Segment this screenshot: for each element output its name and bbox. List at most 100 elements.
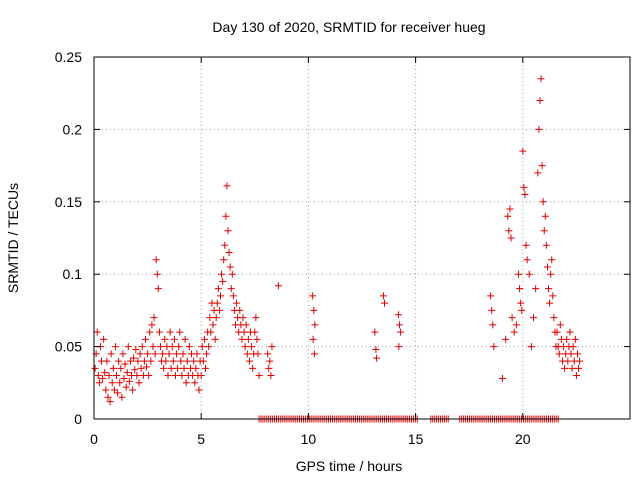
data-point: [154, 285, 162, 293]
data-point: [150, 314, 158, 322]
data-point: [498, 374, 506, 382]
data-point: [564, 357, 572, 365]
data-point: [545, 285, 553, 293]
data-point: [195, 386, 203, 394]
data-point: [180, 364, 188, 372]
data-point: [101, 369, 109, 377]
data-point: [140, 357, 148, 365]
data-point: [518, 306, 526, 314]
data-point: [104, 393, 112, 401]
data-point: [144, 350, 152, 358]
data-point: [125, 377, 133, 385]
data-point: [265, 364, 273, 372]
data-point: [520, 183, 528, 191]
data-point: [191, 379, 199, 387]
data-point: [162, 357, 170, 365]
data-point: [130, 354, 138, 362]
data-point: [214, 285, 222, 293]
data-point: [225, 248, 233, 256]
data-point: [105, 372, 113, 380]
x-tick-label: 5: [197, 431, 205, 447]
data-point: [310, 350, 318, 358]
data-point: [532, 285, 540, 293]
data-point: [143, 363, 151, 371]
data-point: [205, 343, 213, 351]
data-point: [255, 372, 263, 380]
data-point: [508, 314, 516, 322]
data-point: [229, 292, 237, 300]
data-point: [218, 270, 226, 278]
data-point: [555, 350, 563, 358]
data-point: [216, 292, 224, 300]
data-point: [543, 263, 551, 271]
data-point: [530, 314, 538, 322]
data-point: [534, 169, 542, 177]
data-point: [179, 350, 187, 358]
data-point: [207, 328, 215, 336]
data-point: [152, 256, 160, 264]
data-point: [213, 299, 221, 307]
data-point: [137, 364, 145, 372]
data-point: [193, 350, 201, 358]
data-point: [379, 292, 387, 300]
data-point: [274, 282, 282, 290]
data-point: [381, 299, 389, 307]
data-point: [566, 328, 574, 336]
data-point: [153, 270, 161, 278]
data-point: [517, 299, 525, 307]
data-point: [160, 364, 168, 372]
data-point: [136, 350, 144, 358]
y-tick-label: 0.05: [55, 339, 82, 355]
data-point: [489, 321, 497, 329]
data-point: [174, 364, 182, 372]
axis-ticks: 0 5 10 15 20 0 0.05 0.1 0.15 0.2 0.25: [55, 49, 630, 447]
data-point: [91, 364, 99, 372]
data-point: [118, 393, 126, 401]
data-points: [91, 75, 584, 423]
data-point: [132, 345, 140, 353]
data-point: [556, 321, 564, 329]
data-point: [548, 256, 556, 264]
data-point: [510, 328, 518, 336]
data-point: [240, 328, 248, 336]
data-point: [181, 335, 189, 343]
chart-title: Day 130 of 2020, SRMTID for receiver hue…: [212, 19, 485, 35]
data-point: [372, 345, 380, 353]
data-point: [241, 343, 249, 351]
data-point: [371, 328, 379, 336]
data-point: [249, 364, 257, 372]
data-point: [223, 182, 231, 190]
data-point: [515, 270, 523, 278]
data-point: [201, 364, 209, 372]
data-point: [576, 357, 584, 365]
data-point: [221, 241, 229, 249]
data-point: [161, 335, 169, 343]
data-point: [119, 350, 127, 358]
data-point: [203, 350, 211, 358]
data-point: [537, 75, 545, 83]
data-point: [148, 321, 156, 329]
data-point: [145, 372, 153, 380]
data-point: [173, 350, 181, 358]
data-point: [539, 198, 547, 206]
x-tick-label: 0: [90, 431, 98, 447]
data-point: [167, 364, 175, 372]
data-point: [211, 335, 219, 343]
data-point: [183, 357, 191, 365]
y-tick-label: 0.1: [63, 266, 83, 282]
data-point: [190, 357, 198, 365]
data-point: [264, 350, 272, 358]
data-point: [549, 292, 557, 300]
x-tick-label: 20: [515, 431, 531, 447]
data-point: [239, 314, 247, 322]
data-point: [525, 270, 533, 278]
data-point: [134, 357, 142, 365]
data-point: [254, 350, 262, 358]
data-point: [109, 364, 117, 372]
data-point: [504, 212, 512, 220]
data-point: [151, 350, 159, 358]
data-point: [102, 386, 110, 394]
y-tick-label: 0: [74, 411, 82, 427]
data-point: [522, 241, 530, 249]
